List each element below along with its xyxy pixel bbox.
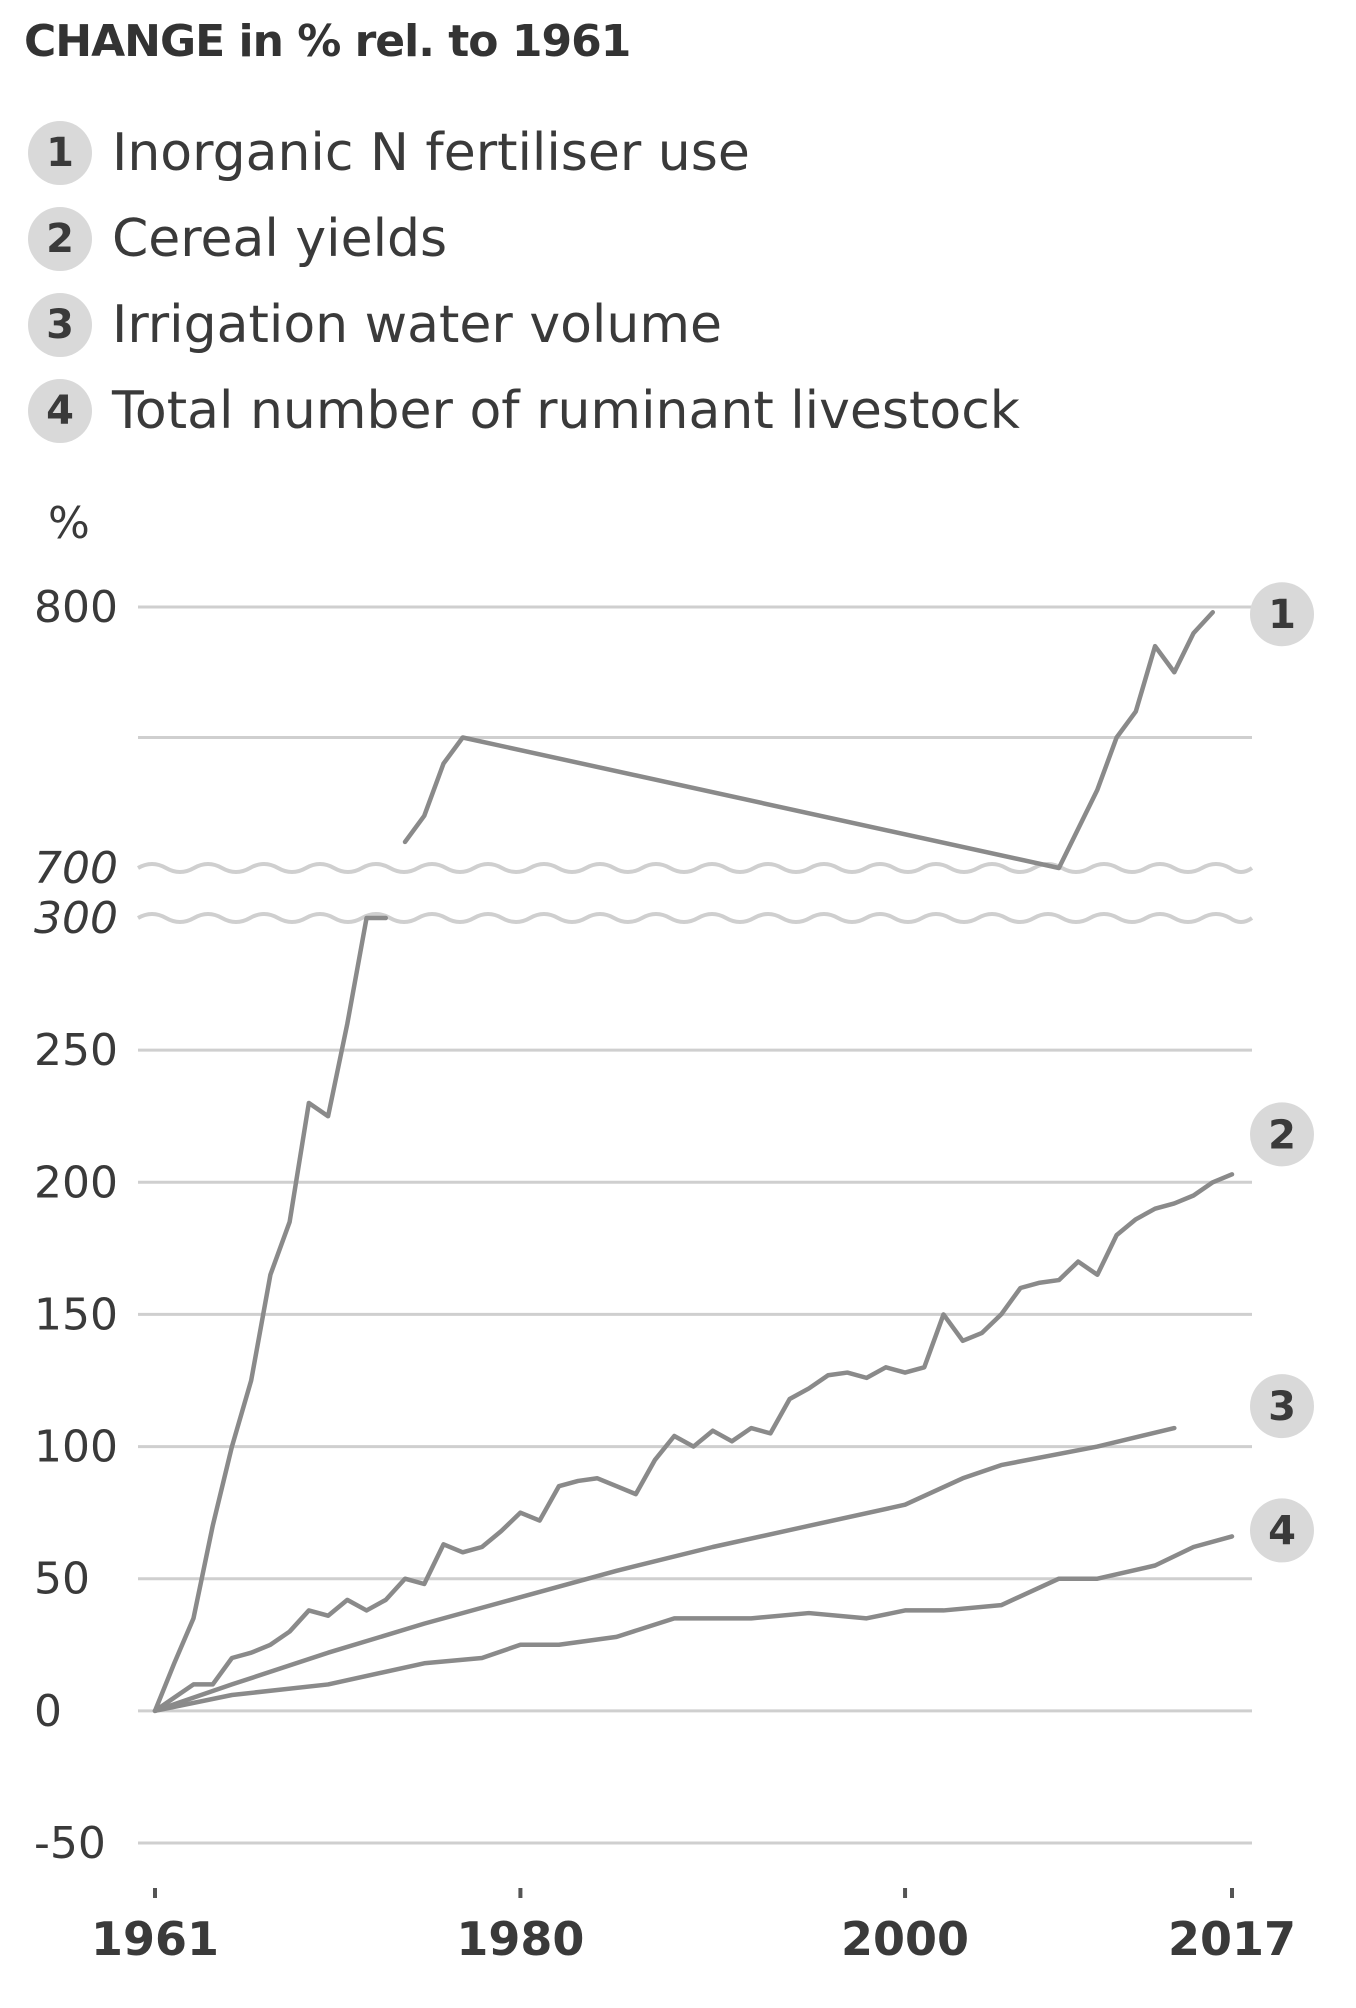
y-tick-label: 100 <box>34 1422 118 1473</box>
y-tick-label: 150 <box>34 1289 118 1340</box>
legend-badge-1: 1 <box>28 121 92 185</box>
y-tick-label: 800 <box>34 582 118 633</box>
series-line-1 <box>402 609 1216 871</box>
legend-badge-3: 3 <box>28 293 92 357</box>
y-tick-label: 250 <box>34 1025 118 1076</box>
end-badge-label-1: 1 <box>1268 592 1296 638</box>
y-tick-label: -50 <box>34 1818 106 1869</box>
legend-item: 3 Irrigation water volume <box>28 282 1020 368</box>
series-line-1 <box>152 915 389 1714</box>
legend-badge-4: 4 <box>28 379 92 443</box>
end-badge-label-2: 2 <box>1268 1112 1296 1158</box>
legend-item: 2 Cereal yields <box>28 196 1020 282</box>
legend-label-4: Total number of ruminant livestock <box>112 381 1020 441</box>
grid <box>137 605 1254 1845</box>
end-badge-4 <box>1250 1498 1314 1563</box>
end-badge-2 <box>1250 1102 1314 1167</box>
x-axis: 1961 1980 2000 2017 <box>91 1888 1296 1966</box>
legend: 1 Inorganic N fertiliser use 2 Cereal yi… <box>28 110 1020 454</box>
chart-title: CHANGE in % rel. to 1961 <box>24 16 631 67</box>
y-tick-label: 50 <box>34 1554 90 1605</box>
end-badge-3 <box>1250 1374 1314 1439</box>
legend-label-3: Irrigation water volume <box>112 295 722 355</box>
legend-item: 4 Total number of ruminant livestock <box>28 368 1020 454</box>
y-tick-label: 700 <box>34 843 118 894</box>
series-line-2 <box>152 1172 1235 1714</box>
series-group <box>152 609 1235 1714</box>
x-tick-label: 1980 <box>456 1912 584 1966</box>
end-badge-1 <box>1250 582 1314 647</box>
y-tick-label: 0 <box>34 1686 62 1737</box>
axis-break-line <box>137 912 1254 924</box>
legend-badge-2: 2 <box>28 207 92 271</box>
y-tick-label: 300 <box>34 893 118 944</box>
x-tick-label: 2000 <box>841 1912 969 1966</box>
end-badge-label-4: 4 <box>1268 1508 1296 1554</box>
y-tick-label: 200 <box>34 1157 118 1208</box>
axis-break-line <box>137 862 1254 874</box>
series-line-3 <box>152 1425 1177 1714</box>
series-line-4 <box>152 1534 1235 1714</box>
end-badge-label-3: 3 <box>1268 1384 1296 1430</box>
x-tick-label: 2017 <box>1168 1912 1296 1966</box>
legend-item: 1 Inorganic N fertiliser use <box>28 110 1020 196</box>
legend-label-1: Inorganic N fertiliser use <box>112 123 750 183</box>
end-badges: 1 2 3 4 <box>1250 582 1314 1563</box>
legend-label-2: Cereal yields <box>112 209 448 269</box>
x-tick-label: 1961 <box>91 1912 219 1966</box>
y-axis-unit-label: % <box>48 498 90 549</box>
